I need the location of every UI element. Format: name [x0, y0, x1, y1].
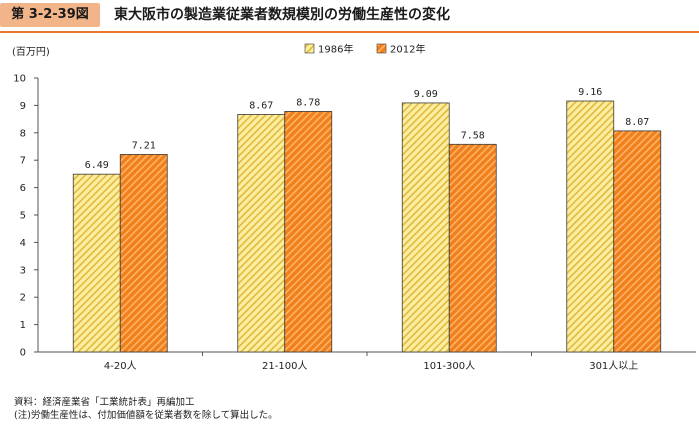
- bar-2012年-21-100人: [284, 111, 333, 353]
- y-tick-label: 3: [20, 265, 26, 276]
- x-tick-label: 21-100人: [262, 360, 307, 372]
- y-tick-label: 1: [20, 320, 26, 331]
- data-label: 8.67: [249, 100, 273, 111]
- header-rule: [0, 31, 699, 33]
- y-tick-label: 5: [20, 211, 26, 222]
- data-label: 6.49: [85, 160, 109, 171]
- y-tick-label: 10: [13, 74, 26, 85]
- y-tick-label: 9: [20, 101, 26, 112]
- x-tick-label: 4-20人: [104, 360, 137, 372]
- bar-1986年-101-300人: [401, 102, 450, 353]
- data-label: 9.09: [414, 89, 438, 100]
- data-label: 9.16: [578, 87, 602, 98]
- x-tick-label: 301人以上: [589, 360, 638, 372]
- bar-2012年-101-300人: [448, 143, 497, 353]
- bar-2012年-301人以上: [613, 130, 662, 353]
- data-label: 8.07: [625, 117, 649, 128]
- bar-chart: (百万円) 0 1 2 3 4 5 6 7 8 9 10 6.49 7.21 4-20人 8.67 8.78 21…: [12, 43, 696, 372]
- y-tick-label: 0: [20, 348, 26, 359]
- data-label: 7.58: [461, 130, 485, 141]
- y-tick-label: 7: [20, 156, 26, 167]
- bar-1986年-21-100人: [237, 114, 286, 353]
- legend-swatch-1986年: [304, 43, 315, 54]
- figure-number: 第 3-2-39図: [0, 3, 100, 27]
- figure-title: 東大阪市の製造業従業者数規模別の労働生産性の変化: [114, 7, 450, 23]
- y-tick-label: 4: [20, 238, 26, 249]
- y-tick-label: 6: [20, 183, 26, 194]
- data-label: 7.21: [132, 140, 156, 151]
- y-tick-label: 2: [20, 293, 26, 304]
- y-tick-label: 8: [20, 128, 26, 139]
- source-note: 資料：経済産業省「工業統計表」再編加工: [14, 397, 195, 408]
- bar-1986年-301人以上: [566, 100, 615, 353]
- footnotes: 資料：経済産業省「工業統計表」再編加工 (注)労働生産性は、付加価値額を従業者数…: [14, 396, 278, 422]
- x-tick-label: 101-300人: [423, 360, 475, 372]
- y-axis-label: (百万円): [12, 46, 50, 58]
- data-label: 8.78: [296, 97, 320, 108]
- bar-1986年-4-20人: [72, 173, 121, 353]
- figure-header: 第 3-2-39図 東大阪市の製造業従業者数規模別の労働生産性の変化: [0, 0, 699, 32]
- legend-label: 1986年: [318, 43, 353, 56]
- legend-label: 2012年: [390, 43, 425, 56]
- legend-swatch-2012年: [376, 43, 387, 54]
- explanatory-note: (注)労働生産性は、付加価値額を従業者数を除して算出した。: [14, 410, 278, 421]
- bar-2012年-4-20人: [119, 154, 168, 353]
